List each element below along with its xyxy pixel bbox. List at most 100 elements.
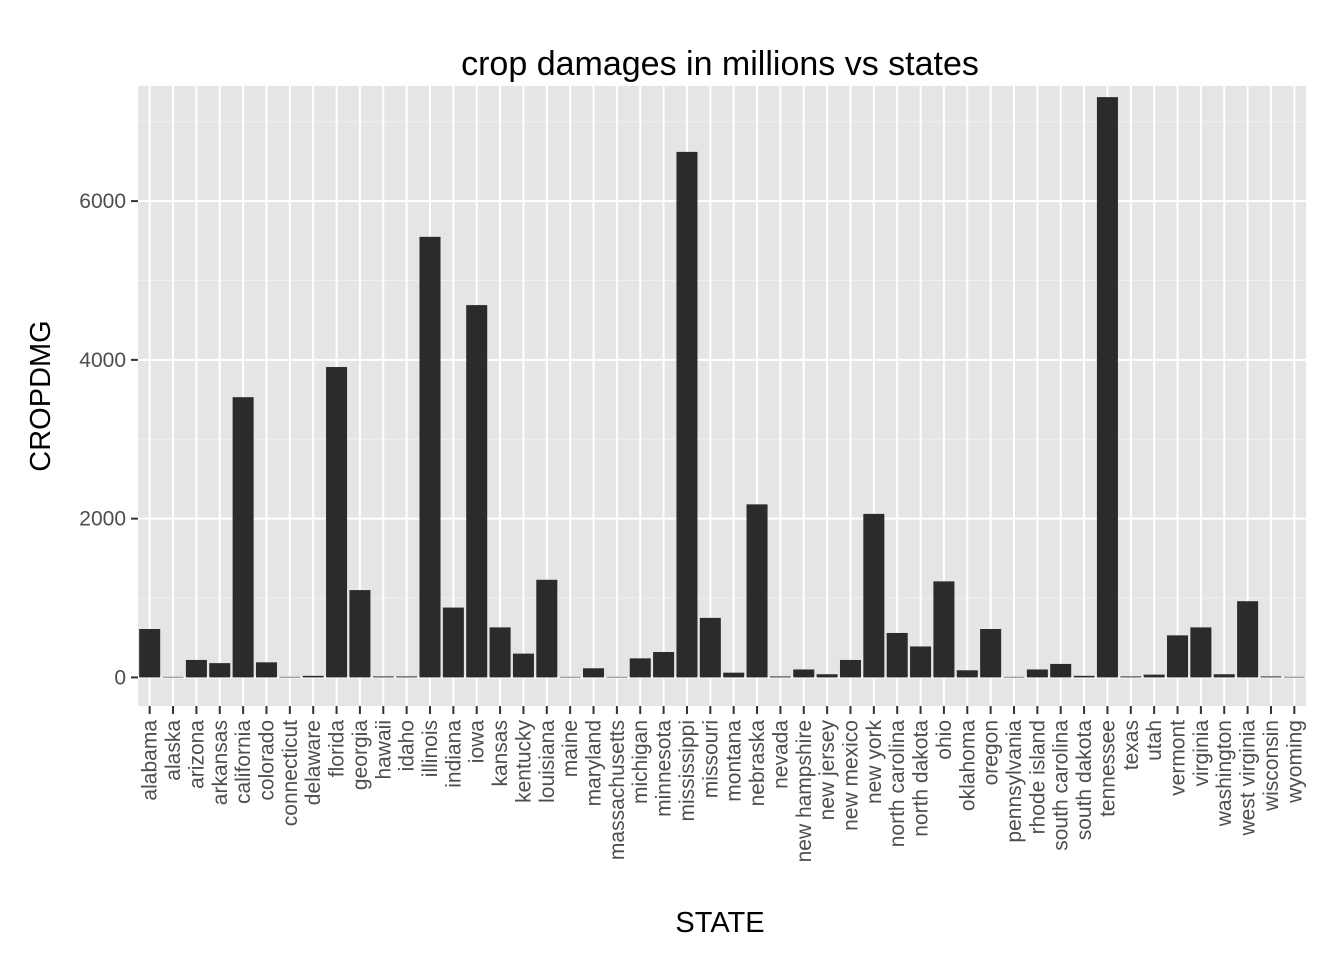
x-tick-label: maine [559,720,582,777]
bar-georgia [349,590,371,678]
x-tick-label: alaska [162,720,185,781]
bar-ohio [933,581,955,678]
x-tick-label: south carolina [1050,720,1073,851]
bar-wisconsin [1260,676,1282,678]
x-tick-label: nebraska [746,720,769,807]
x-tick-label: nevada [769,720,792,789]
bar-arizona [185,659,207,678]
bar-california [232,397,254,678]
x-tick-label: maryland [583,720,606,806]
bar-rhode-island [1026,669,1048,678]
y-axis-label: CROPDMG [25,320,57,471]
bar-oregon [980,628,1002,678]
bar-michigan [629,658,651,678]
bar-tennessee [1096,97,1118,678]
x-tick-label: indiana [442,720,465,788]
bar-south-carolina [1050,663,1072,678]
x-tick-label: montana [723,720,746,802]
bar-wyoming [1283,676,1305,678]
x-tick-label: missouri [699,720,722,798]
x-tick-label: florida [326,720,349,778]
bar-south-dakota [1073,675,1095,678]
y-tick-label: 2000 [79,508,126,531]
x-tick-label: washington [1213,720,1236,827]
bar-west-virginia [1237,601,1259,678]
bar-washington [1213,674,1235,678]
bar-new-york [863,513,885,678]
bar-connecticut [279,676,301,678]
x-tick-label: oregon [980,720,1003,785]
x-tick-label: new jersey [816,720,839,821]
x-tick-label: south dakota [1073,720,1096,841]
x-tick-label: mississippi [676,720,699,822]
x-tick-label: michigan [629,720,652,804]
x-tick-label: utah [1143,720,1166,761]
x-tick-label: kentucky [512,720,535,803]
bar-utah [1143,674,1165,678]
x-tick-label: delaware [302,720,325,805]
bar-louisiana [536,579,558,678]
x-tick-label: minnesota [653,720,676,817]
x-tick-label: massachusetts [606,720,629,860]
bar-mississippi [676,151,698,678]
bars [139,97,1305,678]
bar-vermont [1167,635,1189,678]
bar-indiana [442,607,464,678]
bar-massachusetts [606,676,628,678]
chart-title: crop damages in millions vs states [461,45,979,83]
bar-pennsylvania [1003,676,1025,678]
x-tick-label: new hampshire [793,720,816,862]
bar-montana [723,672,745,678]
bar-minnesota [653,652,675,678]
x-tick-label: north dakota [910,720,933,837]
bar-alaska [162,676,184,678]
x-tick-label: new york [863,720,886,805]
x-tick-label: pennsylvania [1003,720,1026,843]
x-tick-label: kansas [489,720,512,787]
x-tick-label: idaho [396,720,419,771]
bar-maryland [583,668,605,678]
y-axis-ticks: 0 2000 4000 6000 [79,190,138,689]
x-axis-ticks: alabama alaska arizona arkansas california co… [139,706,1306,862]
x-tick-label: north carolina [886,720,909,848]
x-axis-label: STATE [675,907,764,939]
x-tick-label: texas [1120,720,1143,770]
y-tick-label: 4000 [79,349,126,372]
bar-iowa [466,305,488,678]
x-tick-label: illinois [419,720,442,777]
bar-new-mexico [839,659,861,678]
x-tick-label: hawaii [372,720,395,780]
x-tick-label: new mexico [839,720,862,831]
bar-delaware [302,675,324,678]
bar-missouri [699,617,721,678]
x-tick-label: west virginia [1237,720,1260,837]
x-tick-label: louisiana [536,720,559,803]
bar-florida [326,367,348,678]
bar-virginia [1190,627,1212,678]
bar-north-dakota [910,646,932,678]
x-tick-label: california [232,720,255,804]
x-tick-label: colorado [255,720,278,801]
x-tick-label: tennessee [1096,720,1119,817]
x-tick-label: vermont [1167,720,1190,796]
bar-new-hampshire [793,669,815,678]
x-tick-label: arizona [185,720,208,789]
x-tick-label: ohio [933,720,956,760]
bar-north-carolina [886,632,908,678]
bar-illinois [419,236,441,678]
x-tick-label: wisconsin [1260,720,1283,812]
bar-nevada [769,676,791,678]
bar-alabama [139,628,161,678]
bar-idaho [396,676,418,678]
bar-maine [559,676,581,678]
x-tick-label: arkansas [209,720,232,805]
bar-new-jersey [816,674,838,678]
x-tick-label: georgia [349,720,372,790]
bar-kansas [489,627,511,678]
x-tick-label: alabama [139,720,162,801]
bar-texas [1120,676,1142,678]
bar-colorado [255,662,277,678]
bar-kentucky [512,653,534,678]
x-tick-label: wyoming [1283,720,1306,804]
